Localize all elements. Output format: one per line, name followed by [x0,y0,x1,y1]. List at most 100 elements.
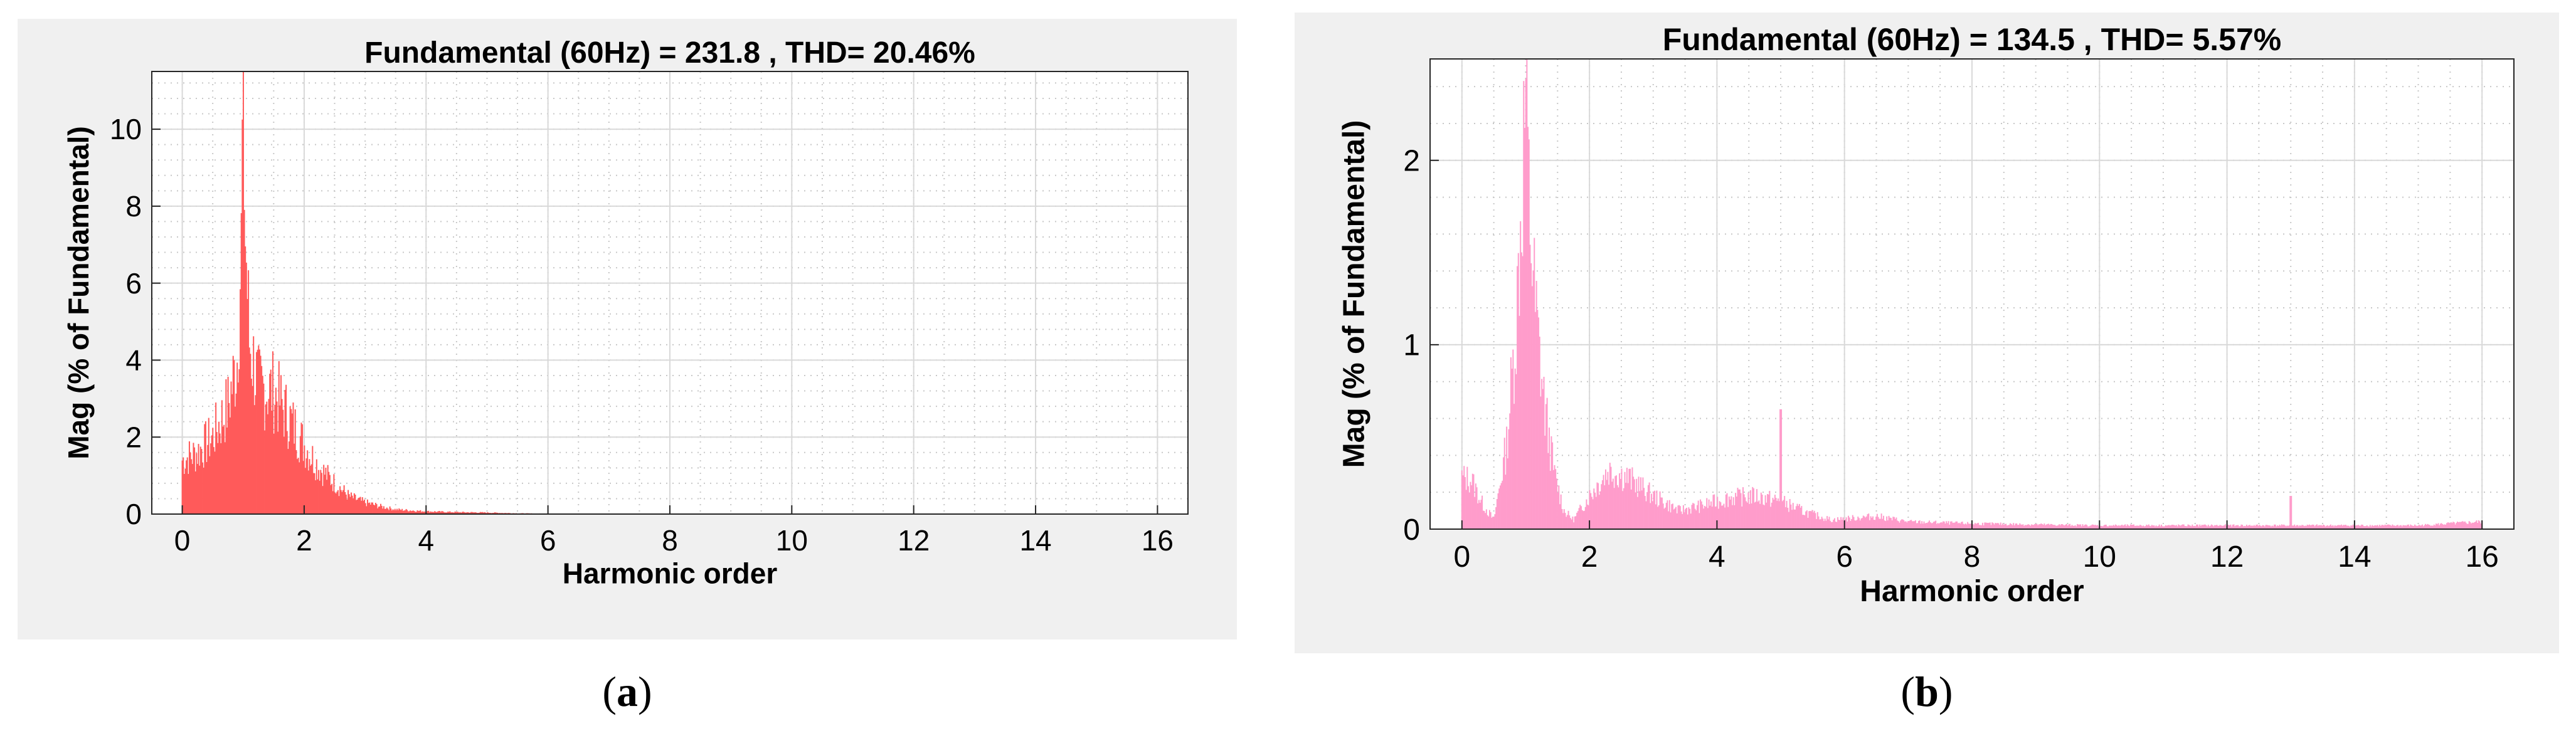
spectrum-bar [2175,525,2176,529]
spectrum-bar [1537,310,1539,529]
spectrum-bar [1586,499,1587,529]
spectrum-bar [2073,525,2075,529]
spectrum-bar [2425,525,2427,529]
spectrum-bar [1693,503,1695,529]
spectrum-bar [1879,518,1881,529]
spectrum-bar [2413,525,2415,529]
spectrum-bar [1999,525,2001,529]
spectrum-bar [1668,511,1670,529]
spectrum-bar [1872,516,1874,529]
spectrum-bar [2091,525,2092,529]
spectrum-bar [2256,524,2258,529]
spectrum-bar [1593,488,1595,529]
spectrum-bar [2441,523,2442,529]
spectrum-bar [1635,492,1636,529]
spectrum-bar [2312,524,2314,529]
spectrum-bar [262,376,263,514]
spectrum-bar [2321,525,2323,529]
spectrum-bar [397,510,399,514]
spectrum-bar [1539,337,1540,529]
spectrum-bar [196,463,198,514]
spectrum-bar [446,512,448,514]
spectrum-bar [2365,526,2367,529]
spectrum-bar [2254,525,2256,529]
spectrum-bar [1952,522,1954,529]
spectrum-bar [1804,515,1806,529]
spectrum-bar [1527,127,1529,530]
spectrum-bar [2432,525,2434,529]
spectrum-bar [475,512,477,514]
spectrum-bar [307,450,309,514]
spectrum-bar [1905,521,1907,529]
spectrum-bar [2285,526,2287,529]
spectrum-bar [2266,525,2268,529]
spectrum-bar [2012,525,2013,529]
spectrum-bar [317,479,319,514]
spectrum-bar [2372,526,2374,529]
spectrum-bar [2439,523,2441,529]
spectrum-bar [2268,525,2270,529]
spectrum-bar [1608,485,1610,529]
spectrum-bar [384,508,386,514]
spectrum-bar [2422,526,2424,529]
spectrum-bar [404,510,406,514]
spectrum-bar [295,450,297,514]
spectrum-bar [2068,524,2070,529]
spectrum-bar [2368,526,2370,529]
spectrum-bar [443,512,445,514]
x-tick-label: 0 [1453,540,1470,574]
spectrum-bar [1556,478,1557,529]
spectrum-bar [2326,525,2328,529]
spectrum-bar [2092,524,2094,529]
spectrum-bar [1654,490,1656,529]
spectrum-bar [2094,525,2096,529]
spectrum-bar [1662,503,1664,529]
spectrum-bar [1934,521,1936,529]
spectrum-bar [2468,521,2470,529]
spectrum-bar [2465,522,2467,529]
spectrum-bar [410,510,411,514]
spectrum-bar [2205,525,2207,529]
spectrum-bar [1727,507,1729,529]
spectrum-bar [2079,524,2080,529]
spectrum-bar [1671,504,1673,529]
spectrum-bar [2020,524,2022,529]
spectrum-bar [479,512,480,514]
spectrum-bar [1482,510,1484,529]
spectrum-bar [2381,525,2383,529]
spectrum-bar [1948,521,1949,529]
spectrum-bar [1650,503,1651,529]
spectrum-bar [2309,525,2311,529]
spectrum-bar [273,433,275,514]
spectrum-bar [1791,510,1793,529]
spectrum-bar [1907,521,1909,529]
spectrum-bar [1845,517,1847,529]
spectrum-bar [2456,522,2457,529]
spectrum-bar [335,493,337,514]
spectrum-bar [2340,524,2342,529]
spectrum-bar [1653,491,1655,529]
spectrum-bar [1575,516,1577,529]
spectrum-bar [2041,523,2043,529]
spectrum-bar [1522,256,1524,529]
spectrum-bar [238,369,240,514]
spectrum-bar [1723,503,1725,529]
spectrum-bar [1550,436,1552,529]
spectrum-bar [1772,498,1774,529]
spectrum-bar [288,441,290,514]
spectrum-bar [2128,525,2129,529]
spectrum-bar [1729,499,1731,529]
spectrum-bar [227,376,229,514]
spectrum-bar [1559,504,1561,529]
spectrum-bar [1621,468,1623,529]
spectrum-bar [347,490,349,514]
spectrum-bar [2007,525,2009,529]
spectrum-bar [346,499,348,514]
spectrum-bar [1799,507,1801,529]
spectrum-bar [186,457,188,514]
spectrum-bar [1793,509,1795,529]
spectrum-bar [324,475,326,514]
spectrum-bar [1897,520,1899,529]
spectrum-bar [1680,511,1682,529]
spectrum-bar [1775,498,1777,529]
